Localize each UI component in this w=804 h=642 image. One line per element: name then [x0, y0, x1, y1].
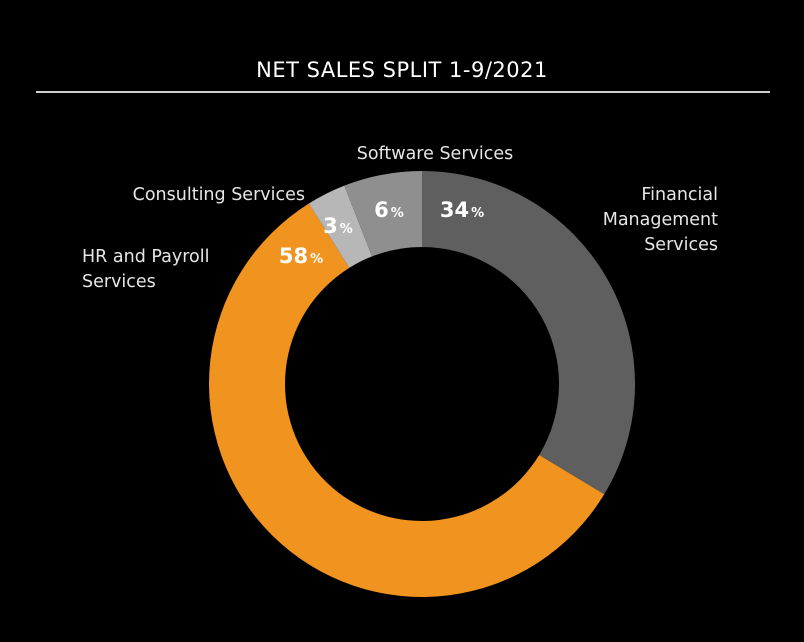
slice-financial-management-services: [422, 171, 636, 495]
category-label-hr-and-payroll-services: HR and Payroll Services: [82, 247, 209, 292]
category-label-financial-management-services: Financial Management Services: [603, 185, 718, 255]
category-label-software-services: Software Services: [357, 144, 514, 164]
title-divider: [36, 91, 770, 93]
slice-hr-and-payroll-services: [208, 203, 605, 598]
category-label-consulting-services: Consulting Services: [133, 185, 305, 205]
chart-title: NET SALES SPLIT 1-9/2021: [256, 58, 548, 82]
pct-label-software-services: 6%: [374, 198, 404, 222]
pct-label-hr-and-payroll-services: 58%: [279, 244, 323, 268]
pct-label-consulting-services: 3%: [323, 214, 353, 238]
slice-consulting-services: [308, 185, 373, 268]
pct-label-financial-management-services: 34%: [440, 198, 484, 222]
slice-software-services: [344, 171, 422, 257]
